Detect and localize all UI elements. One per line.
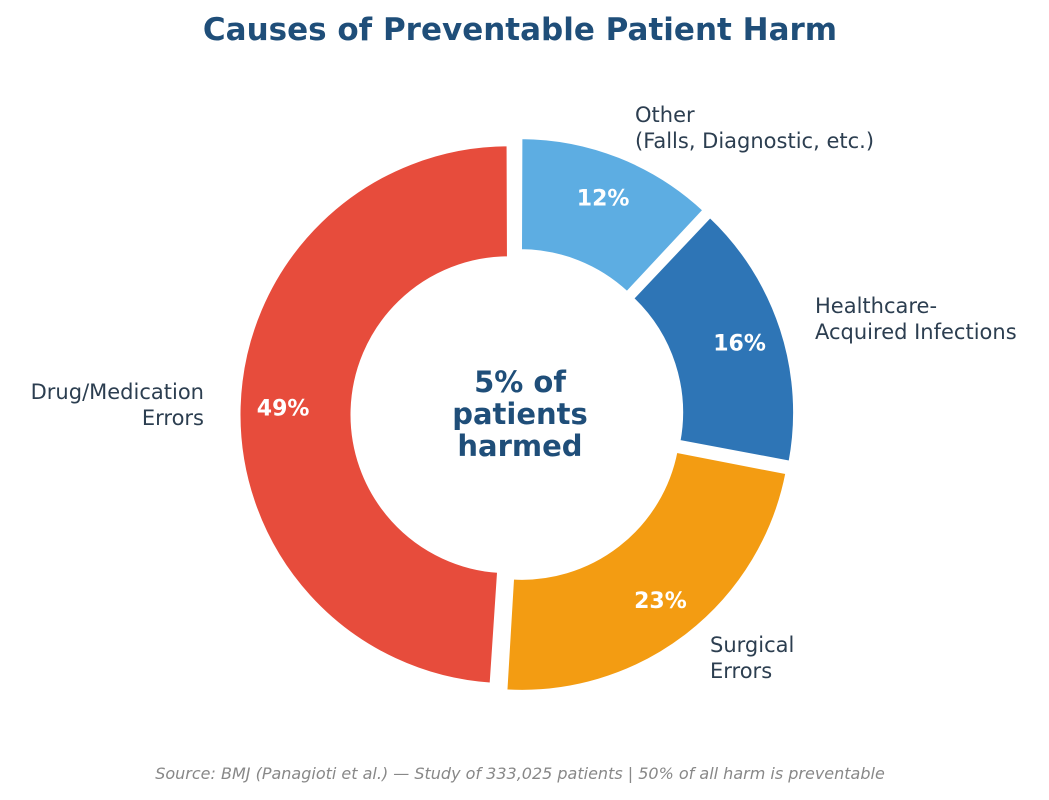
category-label-line: Surgical <box>710 633 794 657</box>
category-label: Surgical Errors <box>710 633 794 683</box>
center-label-line: patients <box>452 397 588 431</box>
donut-slice <box>518 136 707 295</box>
category-label: Healthcare-Acquired Infections <box>815 294 1017 344</box>
slice-value-label: 23% <box>634 589 687 614</box>
category-label: Drug/Medication Errors <box>31 380 204 430</box>
center-label: 5% of patients harmed <box>452 365 588 463</box>
category-label: Other (Falls, Diagnostic, etc.) <box>635 103 874 153</box>
category-label-line: Errors <box>710 659 772 683</box>
chart-title: Causes of Preventable Patient Harm <box>203 12 837 48</box>
slice-value-label: 16% <box>713 332 766 357</box>
category-label-line: Drug/Medication <box>31 380 204 404</box>
donut-slice <box>504 449 789 693</box>
category-label-line: Healthcare- <box>815 294 937 318</box>
center-label-line: harmed <box>457 429 582 463</box>
source-note: Source: BMJ (Panagioti et al.) — Study o… <box>155 764 885 783</box>
center-label-line: 5% of <box>474 365 566 399</box>
slice-value-label: 12% <box>577 186 630 211</box>
donut-slice <box>237 143 510 686</box>
slice-value-label: 49% <box>257 397 310 422</box>
category-labels: Other (Falls, Diagnostic, etc.) Healthcare… <box>31 103 1017 683</box>
category-label-line: Acquired Infections <box>815 320 1017 344</box>
donut-slices <box>237 136 797 693</box>
category-label-line: (Falls, Diagnostic, etc.) <box>635 129 874 153</box>
donut-slice <box>630 214 797 464</box>
category-label-line: Other <box>635 103 695 127</box>
category-label-line: Errors <box>142 406 204 430</box>
slice-value-labels: 12% 16% 23% 49% <box>257 186 766 613</box>
